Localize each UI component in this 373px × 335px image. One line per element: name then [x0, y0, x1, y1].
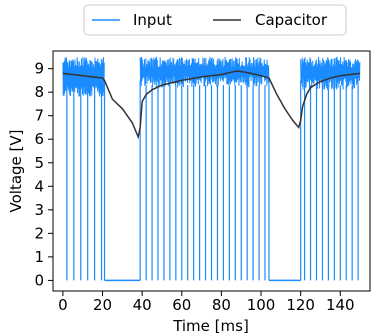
- y-tick-label: 7: [34, 107, 44, 125]
- x-tick-label: 80: [212, 296, 231, 314]
- x-tick-label: 40: [133, 296, 152, 314]
- y-tick-label: 5: [34, 154, 44, 172]
- y-tick-label: 8: [34, 83, 44, 101]
- x-axis-label: Time [ms]: [172, 317, 249, 335]
- y-tick-label: 6: [34, 130, 44, 148]
- input-series-segment: [62, 57, 105, 97]
- y-tick-label: 3: [34, 201, 44, 219]
- legend-label-input: Input: [133, 11, 172, 29]
- legend-label-capacitor: Capacitor: [255, 11, 328, 29]
- legend: Input Capacitor: [83, 4, 347, 36]
- y-tick-label: 9: [34, 60, 44, 78]
- y-tick-label: 0: [34, 271, 44, 289]
- x-tick-label: 120: [286, 296, 315, 314]
- plot-area: [62, 56, 361, 282]
- x-tick-label: 0: [58, 296, 68, 314]
- x-tick-label: 140: [326, 296, 355, 314]
- y-tick-label: 2: [34, 224, 44, 242]
- x-tick-label: 60: [172, 296, 191, 314]
- capacitor-series-line: [62, 70, 361, 140]
- y-axis: 0 1 2 3 4 5 6 7 8 9: [34, 60, 53, 289]
- x-tick-label: 20: [93, 296, 112, 314]
- input-series-segment: [139, 56, 270, 88]
- x-axis: 0 20 40 60 80 100 120 140: [58, 291, 355, 314]
- y-axis-label: Voltage [V]: [7, 130, 25, 213]
- x-tick-label: 100: [247, 296, 276, 314]
- axes-frame: [52, 50, 371, 292]
- input-series-segment: [300, 56, 361, 90]
- y-tick-label: 4: [34, 177, 44, 195]
- y-tick-label: 1: [34, 248, 44, 266]
